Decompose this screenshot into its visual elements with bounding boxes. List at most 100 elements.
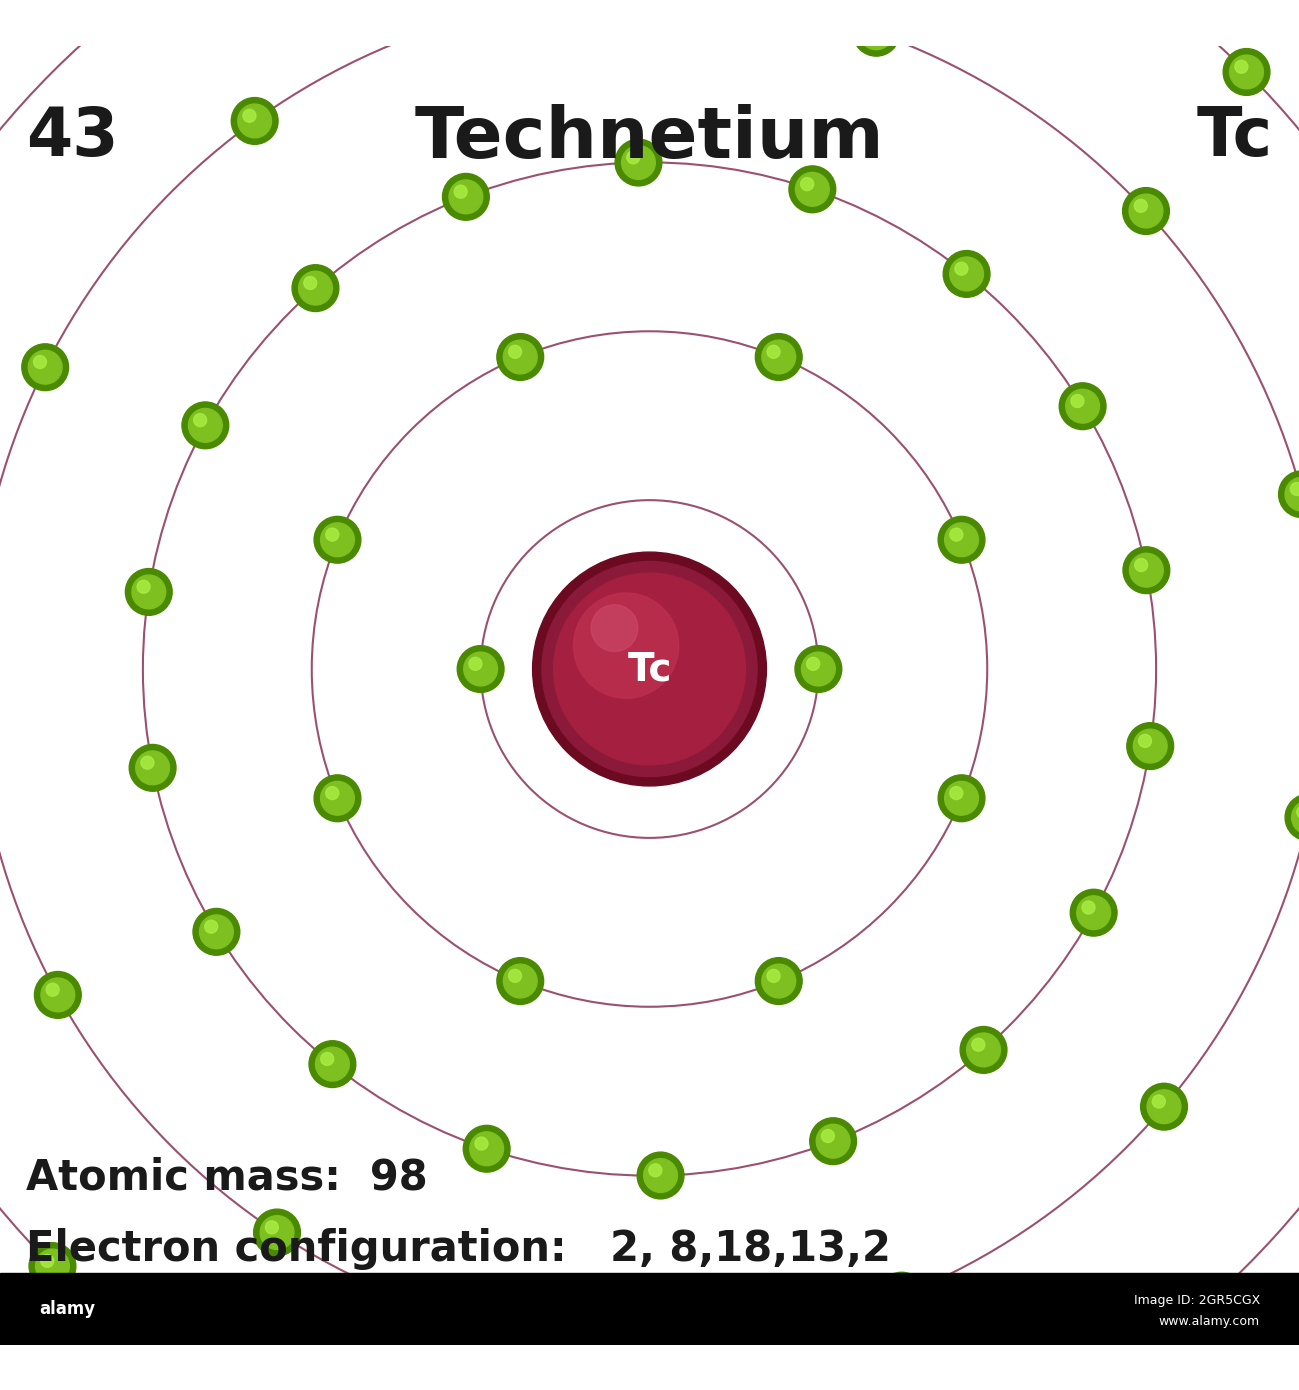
Circle shape — [938, 774, 985, 821]
Circle shape — [865, 21, 878, 33]
Circle shape — [638, 1152, 685, 1200]
Circle shape — [766, 345, 779, 359]
Circle shape — [621, 146, 655, 179]
Circle shape — [265, 1220, 278, 1234]
Circle shape — [326, 787, 339, 799]
Circle shape — [449, 179, 483, 214]
Text: alamy: alamy — [39, 1301, 95, 1319]
Circle shape — [182, 402, 229, 449]
Circle shape — [890, 1284, 903, 1297]
Circle shape — [543, 0, 556, 1]
Circle shape — [498, 958, 544, 1005]
Circle shape — [260, 1216, 294, 1250]
Circle shape — [304, 277, 317, 289]
Circle shape — [138, 580, 151, 594]
Circle shape — [464, 652, 498, 685]
Circle shape — [129, 745, 175, 791]
Circle shape — [1285, 477, 1299, 512]
Circle shape — [943, 250, 990, 297]
Circle shape — [853, 10, 900, 56]
Circle shape — [1070, 395, 1083, 407]
Circle shape — [321, 523, 355, 556]
Circle shape — [788, 165, 835, 213]
Circle shape — [35, 972, 82, 1019]
Circle shape — [570, 1329, 583, 1343]
Circle shape — [299, 271, 333, 304]
Circle shape — [1130, 553, 1164, 587]
Text: Tc: Tc — [1196, 104, 1273, 170]
Circle shape — [1235, 60, 1248, 74]
Circle shape — [1134, 199, 1147, 213]
Text: www.alamy.com: www.alamy.com — [1159, 1315, 1260, 1327]
Circle shape — [591, 605, 638, 652]
Text: 43: 43 — [26, 104, 118, 170]
Circle shape — [292, 264, 339, 311]
Circle shape — [443, 174, 490, 220]
Circle shape — [950, 257, 983, 291]
Circle shape — [542, 562, 757, 777]
Circle shape — [126, 569, 173, 616]
Circle shape — [761, 341, 795, 374]
Circle shape — [821, 1130, 834, 1143]
Circle shape — [565, 1325, 599, 1358]
Circle shape — [498, 334, 544, 381]
Text: Tc: Tc — [627, 651, 672, 688]
Circle shape — [1141, 1083, 1187, 1130]
Circle shape — [1077, 895, 1111, 930]
Circle shape — [944, 781, 978, 815]
Circle shape — [1070, 890, 1117, 935]
Circle shape — [553, 573, 746, 764]
Text: Electron configuration:   2, 8,18,13,2: Electron configuration: 2, 8,18,13,2 — [26, 1227, 891, 1269]
Circle shape — [1138, 734, 1151, 748]
Circle shape — [761, 965, 795, 998]
Circle shape — [1126, 723, 1173, 770]
Circle shape — [1296, 806, 1299, 819]
Circle shape — [807, 657, 820, 670]
Circle shape — [966, 1033, 1000, 1066]
Circle shape — [455, 185, 468, 199]
Circle shape — [40, 1254, 53, 1268]
Circle shape — [464, 1126, 511, 1172]
Circle shape — [504, 965, 538, 998]
Circle shape — [35, 1250, 69, 1283]
Circle shape — [950, 787, 963, 799]
Circle shape — [243, 110, 256, 122]
Text: Technetium: Technetium — [414, 104, 885, 172]
Bar — [0, 1273, 1299, 1344]
Circle shape — [531, 0, 578, 24]
Circle shape — [614, 139, 661, 186]
Circle shape — [22, 343, 69, 391]
Circle shape — [140, 756, 153, 769]
Circle shape — [860, 15, 894, 50]
Circle shape — [29, 1243, 75, 1290]
Circle shape — [1059, 382, 1105, 430]
Circle shape — [135, 751, 169, 785]
Circle shape — [809, 1118, 856, 1165]
Circle shape — [238, 104, 271, 138]
Circle shape — [1152, 1095, 1165, 1108]
Circle shape — [132, 575, 166, 609]
Circle shape — [326, 528, 339, 541]
Circle shape — [1290, 482, 1299, 495]
Circle shape — [1278, 471, 1299, 517]
Circle shape — [538, 0, 572, 17]
Circle shape — [194, 414, 207, 427]
Circle shape — [816, 1125, 850, 1158]
Circle shape — [800, 178, 813, 190]
Circle shape — [626, 152, 639, 164]
Circle shape — [1122, 188, 1169, 235]
Circle shape — [47, 983, 60, 997]
Circle shape — [188, 409, 222, 442]
Circle shape — [878, 1272, 925, 1319]
Circle shape — [1124, 546, 1170, 594]
Circle shape — [573, 594, 678, 698]
Circle shape — [1285, 794, 1299, 841]
Circle shape — [34, 356, 47, 368]
Circle shape — [1224, 49, 1270, 96]
Circle shape — [316, 1047, 349, 1081]
Text: Atomic mass:  98: Atomic mass: 98 — [26, 1156, 427, 1198]
Circle shape — [457, 645, 504, 692]
Text: Image ID: 2GR5CGX: Image ID: 2GR5CGX — [1134, 1294, 1260, 1307]
Circle shape — [205, 920, 218, 933]
Circle shape — [885, 1279, 918, 1312]
